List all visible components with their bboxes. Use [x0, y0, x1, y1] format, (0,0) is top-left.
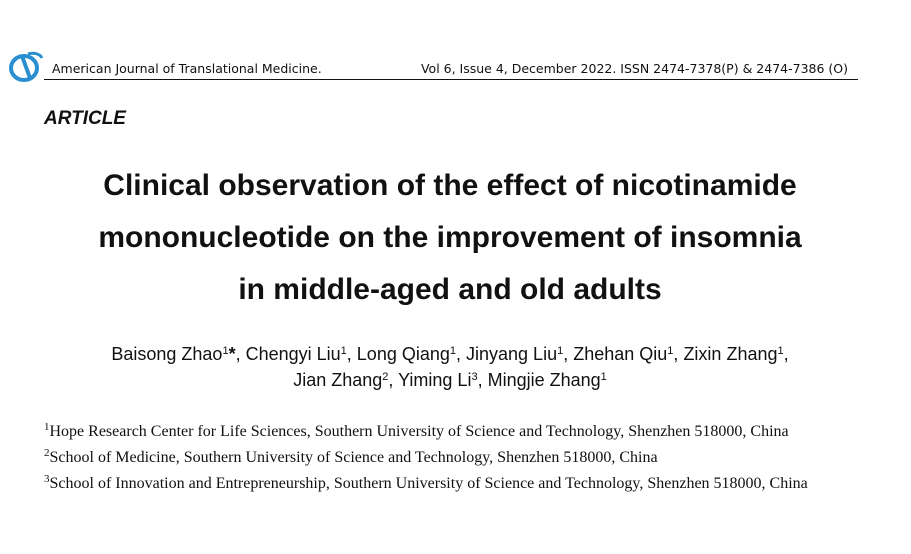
- author: Yiming Li3: [398, 370, 488, 390]
- author-name: Long Qiang: [356, 344, 450, 364]
- author-line: Jian Zhang2Yiming Li3Mingjie Zhang1: [0, 367, 900, 393]
- author: Jian Zhang2: [293, 370, 398, 390]
- title-line: Clinical observation of the effect of ni…: [103, 169, 797, 202]
- title-line: in middle-aged and old adults: [238, 273, 662, 306]
- author-name: Yiming Li: [398, 370, 472, 390]
- affiliation-text: School of Medicine, Southern University …: [49, 449, 658, 466]
- journal-logo: [9, 51, 44, 82]
- affiliation-number: 1: [44, 421, 50, 433]
- author-affiliation: 1: [557, 345, 564, 357]
- author-name: Baisong Zhao: [111, 344, 223, 364]
- author-affiliation: 3: [471, 371, 478, 383]
- author-line: Baisong Zhao1*Chengyi Liu1Long Qiang1Jin…: [0, 341, 900, 367]
- journal-name: American Journal of Translational Medici…: [52, 61, 322, 76]
- affiliation-number: 3: [44, 473, 50, 485]
- article-type: ARTICLE: [44, 108, 126, 129]
- affiliation: 3School of Innovation and Entrepreneursh…: [44, 471, 834, 497]
- author-name: Zixin Zhang: [683, 344, 778, 364]
- author-name: Jian Zhang: [293, 370, 383, 390]
- author: Zixin Zhang1: [683, 344, 788, 364]
- author: Baisong Zhao1*: [111, 344, 245, 364]
- author: Zhehan Qiu1: [573, 344, 683, 364]
- author-affiliation: 2: [382, 371, 389, 383]
- authors: Baisong Zhao1*Chengyi Liu1Long Qiang1Jin…: [0, 341, 900, 393]
- author-affiliation: 1: [449, 345, 456, 357]
- title-line: mononucleotide on the improvement of ins…: [98, 221, 802, 254]
- author-name: Zhehan Qiu: [573, 344, 668, 364]
- affiliation-number: 2: [44, 447, 50, 459]
- author-affiliation: 1: [600, 371, 607, 383]
- author: Long Qiang1: [357, 344, 466, 364]
- author-name: Jinyang Liu: [466, 344, 558, 364]
- author: Jinyang Liu1: [466, 344, 573, 364]
- issue-info: Vol 6, Issue 4, December 2022. ISSN 2474…: [420, 61, 848, 76]
- author: Mingjie Zhang1: [488, 370, 607, 390]
- author-affiliation: 1: [667, 345, 674, 357]
- author-affiliation: 1: [340, 345, 347, 357]
- author-affiliation: 1: [777, 345, 784, 357]
- author: Chengyi Liu1: [246, 344, 357, 364]
- header-rule: [44, 79, 858, 80]
- author-marker: *: [228, 344, 236, 364]
- affiliations: 1Hope Research Center for Life Sciences,…: [44, 419, 834, 497]
- affiliation-text: Hope Research Center for Life Sciences, …: [49, 423, 789, 440]
- affiliation-text: School of Innovation and Entrepreneurshi…: [49, 475, 808, 492]
- title: Clinical observation of the effect of ni…: [0, 160, 900, 316]
- author-name: Mingjie Zhang: [487, 370, 601, 390]
- author-affiliation: 1: [222, 345, 229, 357]
- affiliation: 1Hope Research Center for Life Sciences,…: [44, 419, 834, 445]
- affiliation: 2School of Medicine, Southern University…: [44, 445, 834, 471]
- author-name: Chengyi Liu: [245, 344, 341, 364]
